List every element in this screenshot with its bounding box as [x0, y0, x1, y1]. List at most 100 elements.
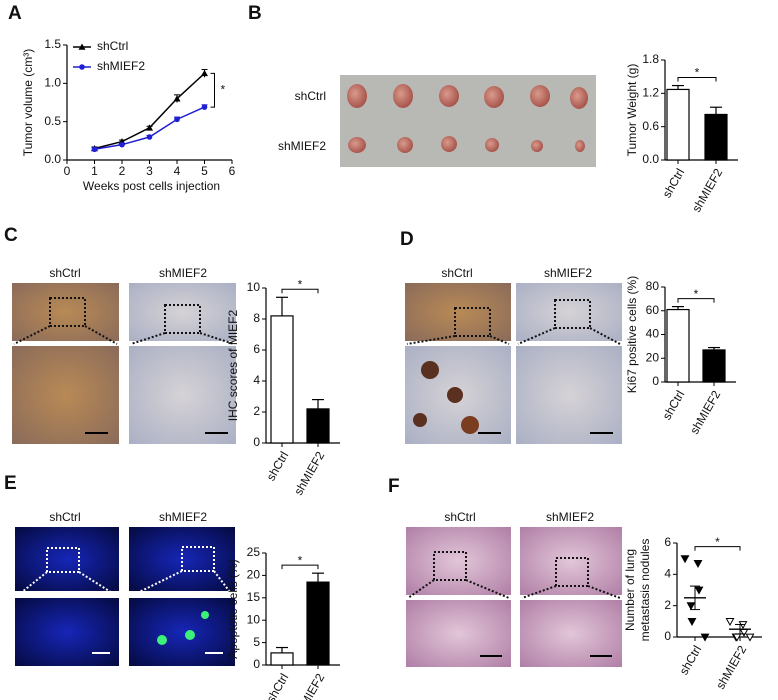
significance-mark: *	[298, 553, 303, 567]
y-tick-label: 4	[664, 567, 671, 581]
dot	[686, 602, 696, 611]
panel-label: A	[8, 3, 22, 24]
dot	[687, 617, 697, 626]
significance-bracket	[281, 564, 319, 570]
y-tick-label: 10	[247, 612, 261, 626]
panel-label: F	[388, 476, 400, 497]
x-tick-label: 3	[146, 164, 153, 178]
marker	[174, 116, 180, 123]
y-tick-label: 2	[664, 598, 671, 612]
marker	[146, 134, 153, 140]
image-label: shMIEF2	[159, 266, 207, 280]
panel-label: E	[4, 473, 17, 494]
image-label: shCtrl	[295, 89, 326, 103]
y-tick-label: 0	[253, 435, 260, 449]
x-tick-label: shCtrl	[264, 449, 292, 483]
y-tick-label: 0.5	[44, 114, 61, 128]
y-axis-label: IHC scores of MIEF2	[226, 309, 240, 421]
significance-mark: *	[694, 287, 699, 301]
marker	[119, 141, 125, 148]
y-tick-label: 6	[664, 535, 671, 549]
image-label: shMIEF2	[278, 139, 326, 153]
y-tick-label: 0	[664, 629, 671, 643]
y-axis-label: Ki67 positive cells (%)	[625, 276, 639, 393]
y-tick-label: 4	[253, 373, 260, 387]
y-tick-label: 6	[253, 342, 260, 356]
x-tick-label: shMIEF2	[687, 388, 723, 437]
y-tick-label: 15	[247, 590, 261, 604]
x-tick-label: shCtrl	[677, 643, 705, 677]
x-tick-label: shMIEF2	[713, 643, 749, 692]
y-tick-label: 8	[253, 311, 260, 325]
marker	[201, 104, 208, 110]
marker	[146, 124, 153, 131]
y-tick-label: 80	[646, 279, 660, 293]
y-tick-label: 0.6	[642, 119, 659, 133]
y-tick-label: 1.2	[642, 86, 659, 100]
y-tick-label: 0	[652, 374, 659, 388]
x-tick-label: 2	[119, 164, 126, 178]
legend-marker	[78, 43, 86, 50]
x-tick-label: shCtrl	[660, 166, 688, 200]
y-tick-label: 1.0	[44, 76, 61, 90]
y-tick-label: 5	[253, 635, 260, 649]
image-label: shMIEF2	[546, 510, 594, 524]
dot	[694, 586, 704, 595]
bar	[666, 308, 690, 383]
panel-label: B	[248, 3, 262, 24]
x-tick-label: shCtrl	[264, 671, 292, 700]
image-label: shCtrl	[49, 510, 80, 524]
marker	[201, 69, 208, 77]
tumor-photo	[340, 75, 596, 167]
bar	[306, 581, 330, 666]
micrographs-e	[15, 527, 235, 666]
dot	[700, 633, 710, 642]
x-tick-label: 5	[201, 164, 208, 178]
y-tick-label: 0	[253, 657, 260, 671]
image-label: shCtrl	[441, 266, 472, 280]
dot	[680, 555, 690, 564]
dot	[725, 617, 735, 626]
y-tick-label: 20	[247, 568, 261, 582]
image-label: shMIEF2	[544, 266, 592, 280]
y-tick-label: 1.5	[44, 37, 61, 51]
significance-bracket	[281, 288, 319, 294]
bar	[704, 113, 728, 161]
significance-bracket	[677, 298, 715, 303]
x-tick-label: shCtrl	[660, 388, 688, 422]
micrographs-c	[12, 283, 236, 444]
panel-label: C	[4, 225, 18, 246]
y-tick-label: 20	[646, 350, 660, 364]
y-tick-label: 10	[247, 280, 261, 294]
marker	[91, 146, 98, 153]
x-tick-label: shMIEF2	[291, 671, 327, 700]
significance-bracket	[210, 72, 215, 108]
dot	[693, 559, 703, 568]
significance-mark: *	[298, 277, 303, 291]
y-tick-label: 40	[646, 327, 660, 341]
y-tick-label: 0.0	[44, 152, 61, 166]
x-tick-label: 6	[229, 164, 236, 178]
y-tick-label: 2	[253, 404, 260, 418]
image-label: shMIEF2	[159, 510, 207, 524]
x-tick-label: 1	[91, 164, 98, 178]
x-tick-label: shMIEF2	[291, 449, 327, 498]
y-axis-label: Apoptotic cells (%)	[226, 559, 240, 658]
x-tick-label: shMIEF2	[689, 166, 725, 215]
significance-bracket	[694, 546, 741, 551]
bar	[306, 408, 330, 444]
y-tick-label: 60	[646, 303, 660, 317]
micrographs-d	[405, 283, 622, 444]
panel-label: D	[400, 229, 414, 250]
significance-bracket	[677, 77, 717, 82]
x-tick-label: 0	[64, 164, 71, 178]
y-axis-label: metastasis nodules	[638, 539, 652, 642]
y-tick-label: 25	[247, 545, 261, 559]
bar	[270, 315, 294, 444]
bar	[270, 652, 294, 666]
bar	[702, 349, 726, 383]
dot	[745, 633, 755, 642]
marker	[173, 95, 181, 102]
significance-mark: *	[695, 66, 700, 80]
